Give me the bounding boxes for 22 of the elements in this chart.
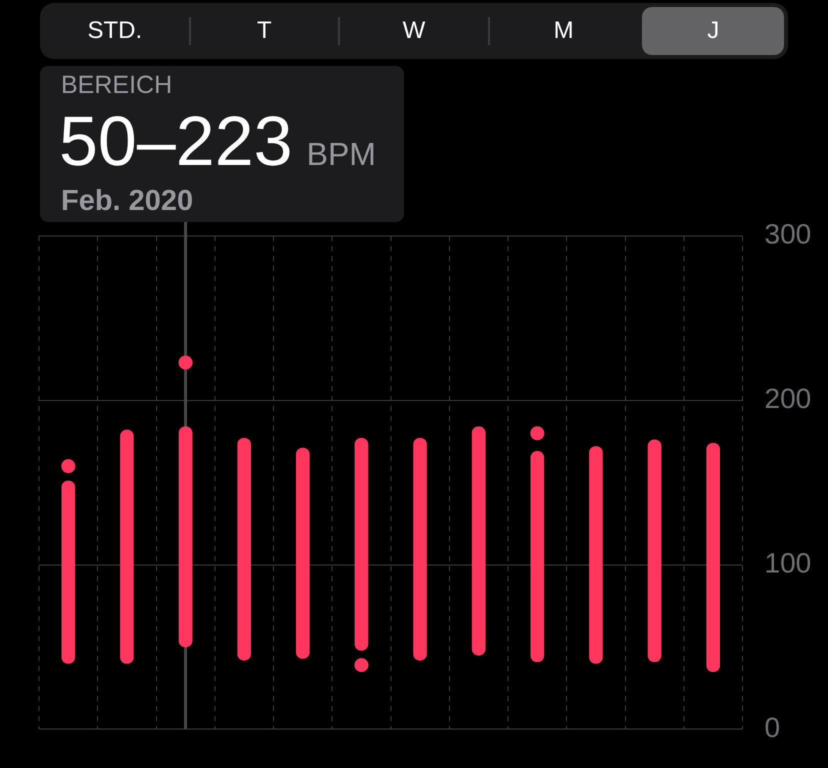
bar xyxy=(61,480,76,664)
point xyxy=(530,426,544,440)
point xyxy=(354,658,368,672)
bar xyxy=(706,442,720,672)
bar xyxy=(237,438,252,660)
bar xyxy=(178,426,192,648)
bar xyxy=(120,430,134,664)
bar xyxy=(413,438,427,660)
y-tick-label: 100 xyxy=(764,548,812,579)
bar xyxy=(648,440,662,662)
y-tick-label: 0 xyxy=(764,712,780,743)
bar xyxy=(296,448,310,659)
segmented-control: STD. T W M J xyxy=(40,3,788,59)
y-tick-label: 200 xyxy=(764,383,812,414)
bar xyxy=(589,446,603,664)
bar xyxy=(354,438,368,651)
point xyxy=(61,459,76,474)
bar xyxy=(472,426,486,656)
tooltip-card: BEREICH 50–223 BPM Feb. 2020 xyxy=(40,66,404,222)
y-tick-label: 300 xyxy=(764,218,812,250)
bar xyxy=(530,451,544,662)
point xyxy=(178,356,193,370)
